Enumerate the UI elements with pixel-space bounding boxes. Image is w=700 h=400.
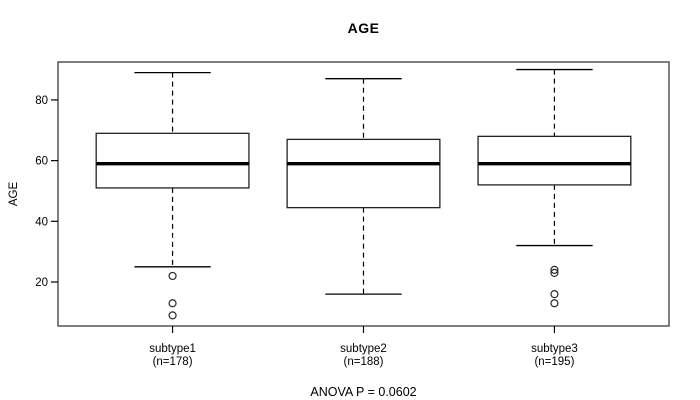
group-label-subtype3: subtype3 [531,343,578,355]
y-axis-tick-label: 20 [35,277,48,289]
iqr-box-subtype2 [286,138,441,209]
y-axis-label-text: AGE [8,181,21,207]
outlier-point-subtype3 [550,265,559,274]
outlier-point-subtype1 [168,311,177,320]
outlier-point-subtype3 [550,299,559,308]
anova-annotation: ANOVA P = 0.0602 [310,385,417,399]
iqr-box-subtype3 [477,135,632,186]
outlier-point-subtype1 [168,271,177,281]
outlier-point-subtype3 [550,290,559,299]
group-n-label-subtype2: (n=188) [344,356,384,368]
y-axis-tick-label: 60 [35,156,48,168]
outlier-point-subtype3 [550,268,559,277]
group-label-subtype2: subtype2 [340,343,387,355]
group-n-label-subtype1: (n=178) [153,356,193,368]
iqr-box-subtype1 [95,132,250,189]
y-axis-tick-label: 40 [35,216,48,228]
y-axis-tick-label: 80 [35,95,48,107]
y-axis-label: AGE [2,62,26,326]
group-label-subtype1: subtype1 [149,343,196,355]
outlier-point-subtype1 [168,299,177,308]
chart-title: AGE [347,20,380,36]
group-n-label-subtype3: (n=195) [534,356,574,368]
